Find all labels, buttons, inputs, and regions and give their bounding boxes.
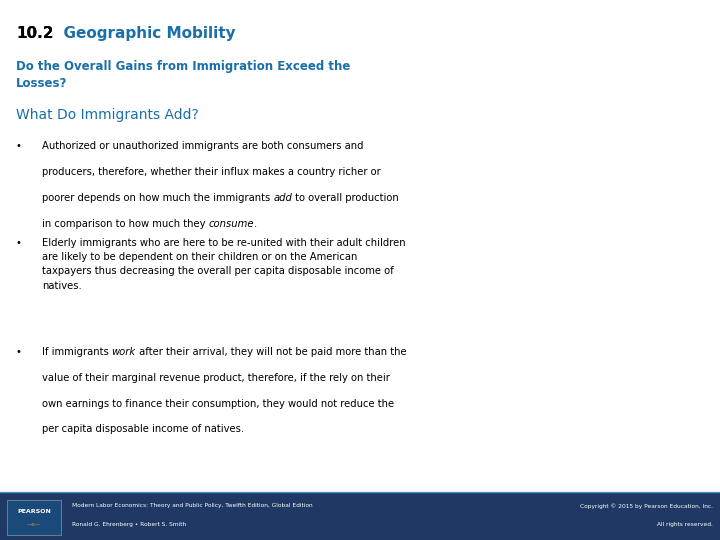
FancyBboxPatch shape: [7, 500, 61, 535]
FancyBboxPatch shape: [0, 492, 720, 540]
Text: If immigrants: If immigrants: [42, 347, 112, 357]
Text: •: •: [16, 347, 22, 357]
Text: .: .: [254, 219, 257, 230]
Text: Authorized or unauthorized immigrants are both consumers and: Authorized or unauthorized immigrants ar…: [42, 141, 364, 152]
Text: 10.2: 10.2: [16, 26, 53, 42]
Text: •: •: [16, 141, 22, 152]
Text: What Do Immigrants Add?: What Do Immigrants Add?: [16, 108, 199, 122]
Text: Copyright © 2015 by Pearson Education, Inc.: Copyright © 2015 by Pearson Education, I…: [580, 503, 713, 509]
Text: after their arrival, they will not be paid more than the: after their arrival, they will not be pa…: [136, 347, 406, 357]
Text: Modern Labor Economics: Theory and Public Policy, Twelfth Edition, Global Editio: Modern Labor Economics: Theory and Publi…: [72, 503, 312, 509]
Text: poorer depends on how much the immigrants: poorer depends on how much the immigrant…: [42, 193, 273, 204]
Text: consume: consume: [208, 219, 254, 230]
Text: All rights reserved.: All rights reserved.: [657, 522, 713, 528]
Text: per capita disposable income of natives.: per capita disposable income of natives.: [42, 424, 244, 435]
Text: value of their marginal revenue product, therefore, if the rely on their: value of their marginal revenue product,…: [42, 373, 390, 383]
Text: PEARSON: PEARSON: [17, 509, 51, 515]
Text: in comparison to how much they: in comparison to how much they: [42, 219, 208, 230]
Text: to overall production: to overall production: [292, 193, 399, 204]
Text: work: work: [112, 347, 136, 357]
Text: own earnings to finance their consumption, they would not reduce the: own earnings to finance their consumptio…: [42, 399, 394, 409]
Text: —≈—: —≈—: [27, 522, 41, 528]
Text: add: add: [273, 193, 292, 204]
Text: Ronald G. Ehrenberg • Robert S. Smith: Ronald G. Ehrenberg • Robert S. Smith: [72, 522, 186, 528]
Text: •: •: [16, 238, 22, 248]
Text: Do the Overall Gains from Immigration Exceed the
Losses?: Do the Overall Gains from Immigration Ex…: [16, 60, 350, 90]
Text: 10.2: 10.2: [16, 26, 53, 42]
Text: Elderly immigrants who are here to be re-united with their adult children
are li: Elderly immigrants who are here to be re…: [42, 238, 405, 291]
Text: producers, therefore, whether their influx makes a country richer or: producers, therefore, whether their infl…: [42, 167, 380, 178]
Text: Geographic Mobility: Geographic Mobility: [53, 26, 236, 42]
